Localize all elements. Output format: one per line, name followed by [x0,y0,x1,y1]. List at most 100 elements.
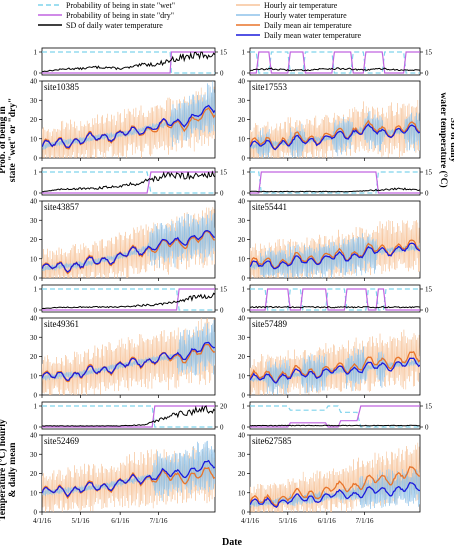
site-label: site55441 [252,202,287,212]
sd-water-line [250,67,421,72]
temp-tick-label: 40 [238,432,246,440]
prob-tick-label: 0 [242,424,246,432]
x-tick-label: 7/1/16 [150,517,168,525]
temp-tick-label: 20 [238,236,246,244]
temp-tick-label: 0 [242,155,246,163]
temp-tick-label: 30 [30,217,38,225]
site-label: site49361 [44,319,79,329]
x-tick-label: 4/1/16 [241,517,259,525]
daily-water-line [42,104,215,149]
prob-tick-label: 0 [242,190,246,198]
prob-wet-line [250,405,420,428]
temp-tick-label: 20 [30,353,38,361]
sd-water-line [249,187,421,193]
sd-tick-label: 20 [220,403,228,411]
sd-water-line [41,292,216,310]
temp-tick-label: 40 [238,198,246,206]
prob-dry-line [250,405,420,428]
prob-plot-frame [249,167,421,196]
sd-tick-label: 15 [425,169,433,177]
sd-tick-label: 15 [220,286,228,294]
prob-tick-label: 1 [34,49,38,57]
legend-entry-prob-wet: Probability of being in state "wet" [38,1,175,10]
hourly-air-line [250,442,420,512]
daily-water-line [250,123,420,151]
sd-tick-label: 0 [220,70,224,78]
prob-dry-line [250,171,420,194]
temp-tick-label: 30 [238,334,246,342]
temp-tick-label: 10 [30,489,38,497]
prob-plot-frame [249,47,421,76]
legend-label: SD of daily water temperature [66,21,163,30]
y-axis-label-sd: SD of dailywater temperature (°C) [438,92,454,187]
temp-tick-label: 10 [238,489,246,497]
legend-entry-prob-dry: Probability of being in state "dry" [38,11,174,20]
temp-tick-label: 0 [34,155,38,163]
legend-label: Daily mean air temperature [264,21,352,30]
daily-water-line [250,242,420,270]
prob-wet-line [250,171,420,194]
prob-tick-label: 1 [34,169,38,177]
temp-tick-label: 40 [30,432,38,440]
prob-dry-line [42,51,215,74]
prob-plot-frame [41,47,216,76]
prob-tick-label: 1 [242,49,246,57]
temp-tick-label: 20 [238,116,246,124]
temp-tick-label: 30 [30,97,38,105]
temp-tick-label: 10 [238,255,246,263]
prob-dry-line [42,405,215,428]
daily-air-line [250,466,420,507]
temp-tick-label: 20 [30,470,38,478]
temp-tick-label: 40 [30,78,38,86]
panels: 01015010203040site1038501015010203040sit… [30,47,433,525]
sd-tick-label: 0 [220,424,224,432]
legend: Probability of being in state "wet"Proba… [38,1,362,40]
legend-entry-hourly-water: Hourly water temperature [236,11,347,20]
legend-label: Hourly water temperature [264,11,347,20]
prob-tick-label: 1 [242,286,246,294]
sd-water-line [41,405,216,427]
prob-dry-line [42,288,215,311]
x-tick-label: 5/1/16 [71,517,89,525]
prob-plot-frame [249,284,421,313]
sd-tick-label: 0 [425,307,429,315]
prob-wet-line [42,288,215,311]
prob-tick-label: 0 [34,70,38,78]
sd-tick-label: 0 [425,424,429,432]
temp-tick-label: 40 [30,315,38,323]
sd-tick-label: 0 [220,190,224,198]
y-axis-label-temperature: Temperature (°C) hourly& daily mean [0,419,18,521]
daily-water-line [250,357,420,384]
temp-tick-label: 0 [34,275,38,283]
site-label: site43857 [44,202,79,212]
temp-tick-label: 10 [238,372,246,380]
sd-water-line [250,305,421,309]
x-tick-label: 5/1/16 [279,517,297,525]
legend-label: Probability of being in state "wet" [66,1,175,10]
sd-water-line [41,51,216,73]
temp-tick-label: 40 [238,315,246,323]
prob-plot-frame [249,401,421,430]
temp-tick-label: 30 [238,451,246,459]
temp-tick-label: 0 [34,509,38,517]
legend-label: Hourly air temperature [264,1,338,10]
temp-tick-label: 30 [30,451,38,459]
prob-tick-label: 0 [34,307,38,315]
prob-dry-line [250,51,420,74]
sd-water-line [42,170,216,193]
temp-tick-label: 30 [238,97,246,105]
temp-tick-label: 30 [238,217,246,225]
x-tick-label: 6/1/16 [111,517,129,525]
legend-entry-daily-water: Daily mean water temperature [236,31,362,40]
prob-wet-line [250,288,420,311]
prob-tick-label: 1 [34,403,38,411]
sd-tick-label: 15 [220,49,228,57]
